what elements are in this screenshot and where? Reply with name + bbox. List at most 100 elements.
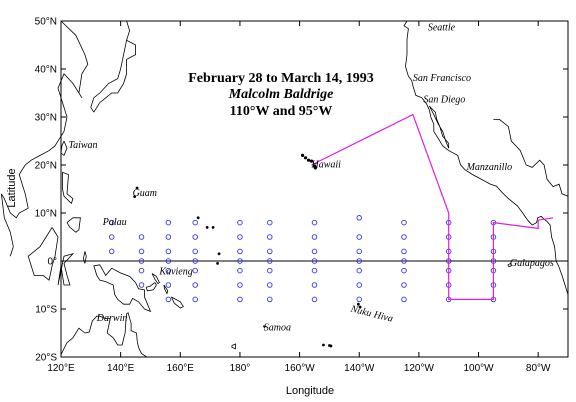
buoy-marker	[311, 258, 318, 264]
buoy-marker	[108, 248, 115, 255]
place-label: San Diego	[423, 95, 465, 106]
mindanao-coast	[66, 217, 81, 233]
buoy-marker	[356, 248, 362, 255]
buoy-marker	[192, 296, 198, 303]
asia-coast	[1, 20, 89, 257]
solomons-coast	[170, 296, 184, 309]
buoy-marker	[192, 258, 198, 264]
place-label: Samoa	[264, 323, 291, 334]
island-speck	[205, 226, 209, 229]
gulf-of-mexico-coast	[493, 119, 569, 197]
y-tick-label: 0°	[47, 257, 57, 268]
buoy-marker	[237, 258, 243, 264]
buoy-marker	[138, 258, 145, 264]
bougainville-coast	[163, 284, 169, 295]
buoy-marker	[165, 296, 172, 303]
buoy-marker	[311, 296, 318, 303]
buoy-marker	[237, 219, 243, 226]
axis-ticks: 120°E 140°E 160°E 180° 160°W 140°W 120°W 100°W 8…	[35, 17, 568, 374]
x-axis-label: Longitude	[286, 385, 334, 397]
buoy-marker	[311, 219, 318, 226]
buoy-marker	[138, 282, 145, 288]
baja-coast	[428, 105, 450, 149]
buoy-marker	[165, 248, 172, 255]
buoy-marker	[267, 234, 273, 240]
x-tick-label: 160°W	[285, 363, 316, 374]
buoy-marker	[401, 267, 407, 274]
island-dot	[313, 166, 317, 170]
buoy-marker	[237, 282, 243, 288]
buoy-marker	[401, 296, 407, 303]
buoy-marker	[356, 215, 362, 221]
fiji-coast	[231, 343, 236, 350]
buoy-marker	[165, 267, 172, 274]
luzon-coast	[62, 171, 74, 205]
buoy-marker	[401, 282, 407, 288]
place-label: Hawaii	[311, 159, 342, 170]
buoy-marker	[165, 234, 172, 240]
title-lines: 110°W and 95°W	[230, 104, 333, 119]
place-label: Palau	[102, 217, 127, 228]
borneo-coast	[27, 227, 59, 281]
buoy-marker	[401, 248, 407, 255]
x-tick-label: 140°E	[107, 363, 135, 374]
galapagos-coast	[507, 262, 512, 268]
buoy-marker	[311, 234, 318, 240]
new-guinea-coast	[93, 264, 152, 313]
island-dot	[306, 158, 311, 162]
taiwan-coast	[60, 140, 68, 157]
y-tick-label: 10°S	[35, 305, 57, 316]
samoa-coast	[262, 325, 266, 329]
buoy-marker	[356, 296, 362, 303]
island-dot	[300, 153, 305, 157]
north-america-coast	[403, 20, 569, 295]
buoy-marker	[311, 282, 318, 288]
new-britain-coast	[145, 282, 157, 292]
island-speck	[216, 262, 219, 265]
island-speck	[211, 226, 215, 229]
buoy-marker	[237, 296, 243, 303]
buoy-marker	[165, 258, 172, 264]
buoy-array	[108, 215, 497, 303]
x-tick-label: 160°E	[167, 363, 195, 374]
y-tick-label: 10°N	[35, 209, 57, 220]
sulawesi-coast	[57, 253, 75, 286]
island-speck	[322, 343, 325, 347]
buoy-marker	[311, 267, 318, 274]
buoy-marker	[311, 248, 318, 255]
y-tick-label: 50°N	[35, 17, 57, 28]
x-tick-label: 80°W	[526, 363, 551, 374]
place-label: Taiwan	[68, 140, 97, 151]
buoy-marker	[267, 219, 273, 226]
buoy-marker	[138, 234, 145, 240]
title-dates: February 28 to March 14, 1993	[188, 71, 374, 86]
buoy-marker	[267, 248, 273, 255]
place-label: Manzanillo	[466, 162, 513, 173]
buoy-marker	[356, 282, 362, 288]
buoy-marker	[192, 267, 198, 274]
place-label: Kavieng	[158, 266, 192, 277]
buoy-marker	[138, 248, 145, 255]
cruise-track	[311, 113, 554, 300]
buoy-marker	[192, 234, 198, 240]
buoy-marker	[267, 267, 273, 274]
x-tick-label: 180°	[230, 363, 251, 374]
island-speck	[217, 252, 221, 256]
island-dot	[309, 159, 314, 163]
island-speck	[356, 302, 360, 306]
buoy-marker	[356, 258, 362, 264]
island-speck	[196, 216, 200, 220]
buoy-marker	[138, 267, 145, 274]
buoy-marker	[192, 282, 198, 288]
x-tick-label: 120°E	[47, 363, 75, 374]
buoy-marker	[237, 248, 243, 255]
buoy-marker	[267, 258, 273, 264]
buoy-marker	[267, 282, 273, 288]
island-speck	[329, 344, 333, 348]
place-label: Guam	[133, 188, 157, 199]
buoy-marker	[192, 219, 198, 226]
y-tick-label: 40°N	[35, 65, 57, 76]
island-speck	[133, 195, 137, 199]
island-dot	[303, 156, 308, 160]
